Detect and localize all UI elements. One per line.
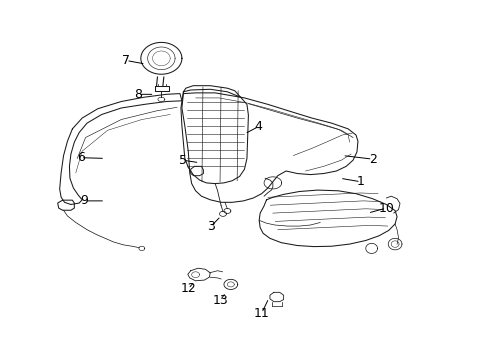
Text: 12: 12 <box>180 282 196 295</box>
Text: 10: 10 <box>378 202 393 215</box>
Text: 2: 2 <box>368 153 376 166</box>
Text: 11: 11 <box>253 307 269 320</box>
Text: 3: 3 <box>207 220 215 233</box>
Text: 4: 4 <box>254 120 262 133</box>
Text: 9: 9 <box>80 194 88 207</box>
Text: 13: 13 <box>212 294 227 307</box>
Text: 7: 7 <box>122 54 130 67</box>
Text: 8: 8 <box>134 88 142 101</box>
Text: 6: 6 <box>77 151 84 164</box>
Text: 5: 5 <box>179 154 186 167</box>
Text: 1: 1 <box>356 175 364 188</box>
